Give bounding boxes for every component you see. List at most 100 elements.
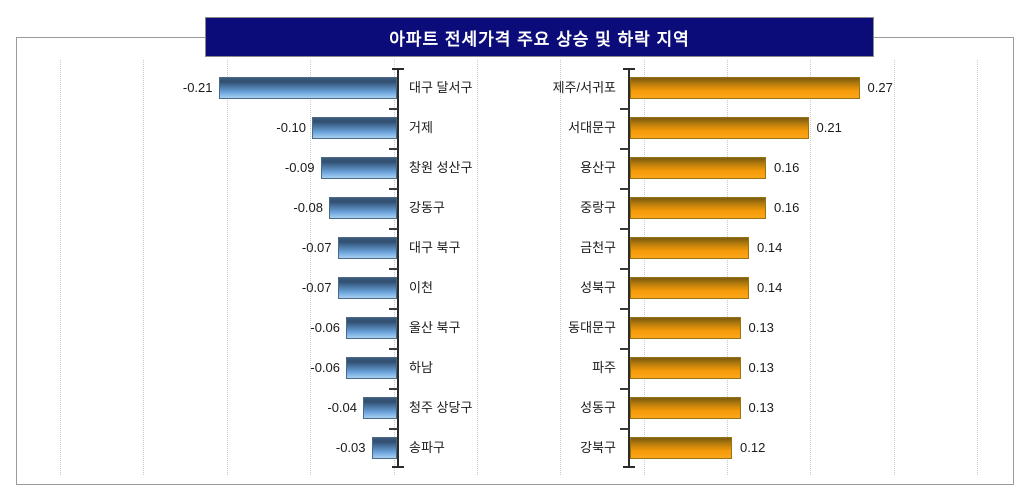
panel-decline: -0.21 대구 달서구 -0.10 거제 -0.09 창원 성산구 -0.08 강동구 -0.… xyxy=(20,62,510,472)
axis-tick xyxy=(620,188,629,190)
axis-tick xyxy=(389,228,398,230)
axis-tick xyxy=(620,228,629,230)
axis-tick xyxy=(389,188,398,190)
bar-category-label: 파주 xyxy=(592,360,616,375)
bar-decline[interactable] xyxy=(346,357,397,379)
bar-decline[interactable] xyxy=(363,397,397,419)
axis-cap-bottom xyxy=(623,466,635,468)
bar-category-label: 강동구 xyxy=(409,200,445,215)
panel-increase: 0.27 제주/서귀포 0.21 서대문구 0.16 용산구 0.16 중랑구 0.14 금천구 0… xyxy=(510,62,1010,472)
gridline-10 xyxy=(894,60,895,475)
gridline-5 xyxy=(477,60,478,475)
axis-cap-bottom xyxy=(392,466,404,468)
bar-increase[interactable] xyxy=(630,357,741,379)
bar-value-label: -0.07 xyxy=(301,280,332,295)
bar-row[interactable]: 0.13 동대문구 xyxy=(510,308,1010,348)
bar-category-label: 이천 xyxy=(409,280,433,295)
bar-decline[interactable] xyxy=(218,77,397,99)
bar-value-label: 0.12 xyxy=(740,440,766,455)
bar-row[interactable]: 0.12 강북구 xyxy=(510,428,1010,468)
bar-row[interactable]: -0.10 거제 xyxy=(20,108,510,148)
bar-row[interactable]: -0.07 대구 북구 xyxy=(20,228,510,268)
bar-value-label: -0.04 xyxy=(327,400,357,415)
axis-tick xyxy=(389,148,398,150)
bar-value-label: -0.09 xyxy=(284,160,315,175)
bar-row[interactable]: -0.04 청주 상당구 xyxy=(20,388,510,428)
gridline-4 xyxy=(394,60,395,475)
bar-decline[interactable] xyxy=(346,317,397,339)
bar-row[interactable]: 0.27 제주/서귀포 xyxy=(510,68,1010,108)
bar-category-label: 금천구 xyxy=(580,240,616,255)
bar-value-label: -0.07 xyxy=(301,240,332,255)
bar-row[interactable]: -0.03 송파구 xyxy=(20,428,510,468)
bar-row[interactable]: 0.16 용산구 xyxy=(510,148,1010,188)
bar-category-label: 용산구 xyxy=(580,160,616,175)
bar-row[interactable]: -0.06 울산 북구 xyxy=(20,308,510,348)
gridline-6 xyxy=(560,60,561,475)
bar-value-label: -0.10 xyxy=(276,120,306,135)
axis-tick xyxy=(620,388,629,390)
bar-increase[interactable] xyxy=(630,237,749,259)
bar-category-label: 대구 북구 xyxy=(409,240,461,255)
axis-tick xyxy=(389,268,398,270)
bar-decline[interactable] xyxy=(371,437,397,459)
bar-value-label: 0.21 xyxy=(816,120,842,135)
bar-decline[interactable] xyxy=(312,117,397,139)
bar-value-label: 0.13 xyxy=(748,400,774,415)
bar-category-label: 송파구 xyxy=(409,440,445,455)
bar-value-label: -0.03 xyxy=(335,440,366,455)
gridline-0 xyxy=(60,60,61,475)
axis-tick xyxy=(620,428,629,430)
bar-increase[interactable] xyxy=(630,397,741,419)
bar-row[interactable]: -0.09 창원 성산구 xyxy=(20,148,510,188)
bar-category-label: 성동구 xyxy=(580,400,616,415)
bar-increase[interactable] xyxy=(630,77,860,99)
gridline-3 xyxy=(310,60,311,475)
bar-increase[interactable] xyxy=(630,277,749,299)
axis-tick xyxy=(389,108,398,110)
gridline-9 xyxy=(810,60,811,475)
bar-increase[interactable] xyxy=(630,117,809,139)
bar-value-label: 0.16 xyxy=(774,200,800,215)
bar-value-label: 0.13 xyxy=(748,360,774,375)
chart-frame xyxy=(16,37,1014,485)
bar-decline[interactable] xyxy=(337,237,397,259)
bar-category-label: 제주/서귀포 xyxy=(552,80,616,95)
bar-row[interactable]: 0.14 금천구 xyxy=(510,228,1010,268)
axis-tick xyxy=(389,308,398,310)
bar-row[interactable]: -0.07 이천 xyxy=(20,268,510,308)
bar-decline[interactable] xyxy=(337,277,397,299)
bar-row[interactable]: -0.08 강동구 xyxy=(20,188,510,228)
gridline-7 xyxy=(644,60,645,475)
bar-category-label: 창원 성산구 xyxy=(409,160,473,175)
bar-increase[interactable] xyxy=(630,197,766,219)
axis-tick xyxy=(620,308,629,310)
chart-title-text: 아파트 전세가격 주요 상승 및 하락 지역 xyxy=(389,29,690,49)
axis-tick xyxy=(620,148,629,150)
bar-decline[interactable] xyxy=(329,197,397,219)
axis-tick xyxy=(620,268,629,270)
bar-row[interactable]: 0.21 서대문구 xyxy=(510,108,1010,148)
bar-category-label: 중랑구 xyxy=(580,200,616,215)
bar-category-label: 동대문구 xyxy=(568,320,616,335)
bar-value-label: 0.27 xyxy=(867,80,893,95)
axis-spine-left xyxy=(397,68,399,468)
bar-row[interactable]: 0.13 성동구 xyxy=(510,388,1010,428)
bar-increase[interactable] xyxy=(630,157,766,179)
bar-row[interactable]: 0.13 파주 xyxy=(510,348,1010,388)
bar-increase[interactable] xyxy=(630,317,741,339)
bar-category-label: 서대문구 xyxy=(568,120,616,135)
bar-increase[interactable] xyxy=(630,437,732,459)
bar-value-label: -0.06 xyxy=(310,360,340,375)
bar-decline[interactable] xyxy=(320,157,397,179)
bar-value-label: -0.21 xyxy=(182,80,213,95)
bar-category-label: 청주 상당구 xyxy=(409,400,473,415)
bar-row[interactable]: 0.16 중랑구 xyxy=(510,188,1010,228)
bar-row[interactable]: -0.06 하남 xyxy=(20,348,510,388)
axis-tick xyxy=(389,428,398,430)
bar-row[interactable]: -0.21 대구 달서구 xyxy=(20,68,510,108)
bar-row[interactable]: 0.14 성북구 xyxy=(510,268,1010,308)
gridline-1 xyxy=(143,60,144,475)
axis-cap-top xyxy=(623,68,635,70)
